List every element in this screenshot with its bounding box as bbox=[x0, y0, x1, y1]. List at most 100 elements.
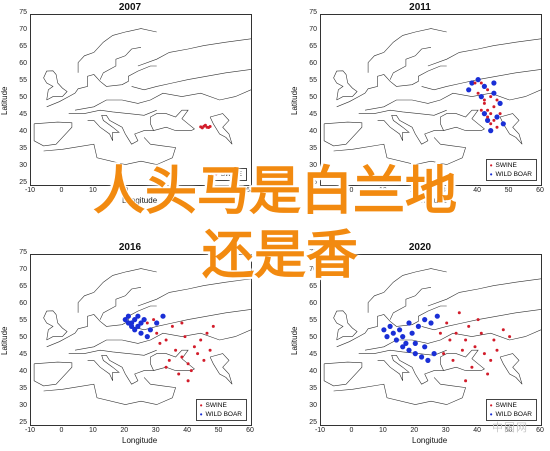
y-tick-label: 25 bbox=[309, 419, 317, 426]
swine-point bbox=[492, 118, 496, 122]
x-tick-label: 60 bbox=[536, 427, 544, 434]
wild-boar-point bbox=[412, 340, 418, 346]
swine-point bbox=[486, 115, 490, 119]
wild-boar-point bbox=[132, 327, 138, 333]
overlay-headline: 人头马是白兰地 还是香 bbox=[0, 160, 550, 288]
swine-point bbox=[164, 338, 168, 342]
swine-point bbox=[492, 338, 496, 342]
wild-boar-point bbox=[425, 357, 431, 363]
swine-point bbox=[482, 98, 486, 102]
europe-basemap bbox=[33, 268, 251, 405]
legend: • SWINE bbox=[210, 168, 247, 181]
swine-point bbox=[438, 331, 442, 335]
boar-marker-icon: • bbox=[489, 409, 493, 419]
map-panel-2016: 2016 • SWINE • WILD BOAR 75 70 65 60 55 50 45 40 3… bbox=[0, 240, 260, 451]
swine-point bbox=[208, 348, 212, 352]
y-axis-label: Latitude bbox=[290, 326, 299, 355]
y-tick-label: 30 bbox=[19, 402, 27, 409]
border-line bbox=[367, 268, 447, 313]
border-line bbox=[427, 278, 541, 307]
y-tick-label: 35 bbox=[309, 385, 317, 392]
wild-boar-point bbox=[387, 323, 393, 329]
wild-boar-point bbox=[469, 80, 475, 86]
y-tick-label: 35 bbox=[19, 145, 27, 152]
map-panel-2007: 2007 • SWINE 75 70 65 60 55 50 45 40 35 30 25 -10 0 10… bbox=[0, 0, 260, 205]
swine-point bbox=[489, 358, 493, 362]
border-line bbox=[336, 305, 447, 348]
legend: • SWINE • WILD BOAR bbox=[485, 399, 537, 421]
x-tick-label: 0 bbox=[59, 427, 64, 434]
swine-point bbox=[486, 88, 490, 92]
legend-swine: SWINE bbox=[205, 402, 227, 409]
swine-point bbox=[203, 123, 207, 127]
border-line bbox=[137, 278, 251, 307]
border-line bbox=[77, 28, 157, 73]
europe-basemap bbox=[33, 28, 251, 165]
legend-wild-boar: WILD BOAR bbox=[205, 411, 242, 418]
border-line bbox=[87, 109, 195, 145]
border-line bbox=[43, 310, 68, 341]
border-line bbox=[389, 287, 432, 320]
y-tick-label: 30 bbox=[309, 162, 317, 169]
swine-point bbox=[498, 112, 502, 116]
x-tick-label: 30 bbox=[441, 427, 450, 434]
x-tick-label: 50 bbox=[214, 427, 223, 434]
border-line bbox=[377, 109, 485, 145]
x-tick-label: -10 bbox=[314, 187, 326, 194]
swine-point bbox=[202, 358, 206, 362]
y-tick-label: 45 bbox=[309, 351, 317, 358]
y-tick-label: 75 bbox=[309, 249, 317, 256]
swine-point bbox=[170, 324, 174, 328]
border-line bbox=[336, 65, 447, 108]
wild-boar-point bbox=[138, 320, 144, 326]
y-tick-label: 40 bbox=[19, 368, 27, 375]
wild-boar-point bbox=[466, 87, 472, 93]
x-tick-label: 60 bbox=[246, 187, 254, 194]
overlay-line-2: 还是香 bbox=[201, 226, 358, 286]
wild-boar-point bbox=[397, 327, 403, 333]
swine-marker-icon: • bbox=[489, 400, 493, 410]
border-line bbox=[74, 89, 251, 111]
x-tick-label: 30 bbox=[151, 187, 160, 194]
swine-point bbox=[489, 95, 493, 99]
y-tick-label: 50 bbox=[19, 94, 27, 101]
border-line bbox=[33, 121, 73, 147]
y-tick-label: 40 bbox=[309, 368, 317, 375]
border-line bbox=[333, 137, 466, 165]
border-line bbox=[421, 69, 541, 91]
border-line bbox=[499, 353, 523, 385]
border-line bbox=[377, 349, 485, 385]
swine-point bbox=[479, 331, 483, 335]
wild-boar-point bbox=[122, 317, 128, 323]
y-tick-label: 60 bbox=[19, 300, 27, 307]
y-tick-label: 65 bbox=[309, 43, 317, 50]
y-tick-label: 45 bbox=[19, 351, 27, 358]
overlay-line-1: 人头马是白兰地 bbox=[92, 162, 457, 222]
x-tick-label: 40 bbox=[473, 187, 482, 194]
x-tick-label: 60 bbox=[536, 187, 544, 194]
x-tick-label: 0 bbox=[349, 187, 354, 194]
wild-boar-point bbox=[381, 327, 387, 333]
boar-marker-icon: • bbox=[489, 169, 493, 179]
x-tick-label: 20 bbox=[120, 187, 129, 194]
swine-point bbox=[448, 338, 452, 342]
legend-wild-boar: WILD BOAR bbox=[495, 171, 532, 178]
x-tick-label: -10 bbox=[24, 427, 36, 434]
swine-point bbox=[476, 318, 480, 322]
swine-point bbox=[205, 331, 209, 335]
swine-point bbox=[445, 321, 449, 325]
swine-point bbox=[467, 324, 471, 328]
wild-boar-point bbox=[129, 323, 135, 329]
x-tick-label: 0 bbox=[349, 427, 354, 434]
wild-boar-point bbox=[412, 351, 418, 357]
map-plot: • SWINE bbox=[30, 14, 252, 186]
wild-boar-point bbox=[144, 334, 150, 340]
wild-boar-point bbox=[428, 320, 434, 326]
swine-point bbox=[457, 311, 461, 315]
swine-point bbox=[196, 352, 200, 356]
x-tick-label: 10 bbox=[378, 427, 387, 434]
x-tick-label: 40 bbox=[183, 187, 192, 194]
border-line bbox=[77, 268, 157, 313]
wild-boar-point bbox=[485, 117, 491, 123]
y-tick-label: 40 bbox=[309, 128, 317, 135]
